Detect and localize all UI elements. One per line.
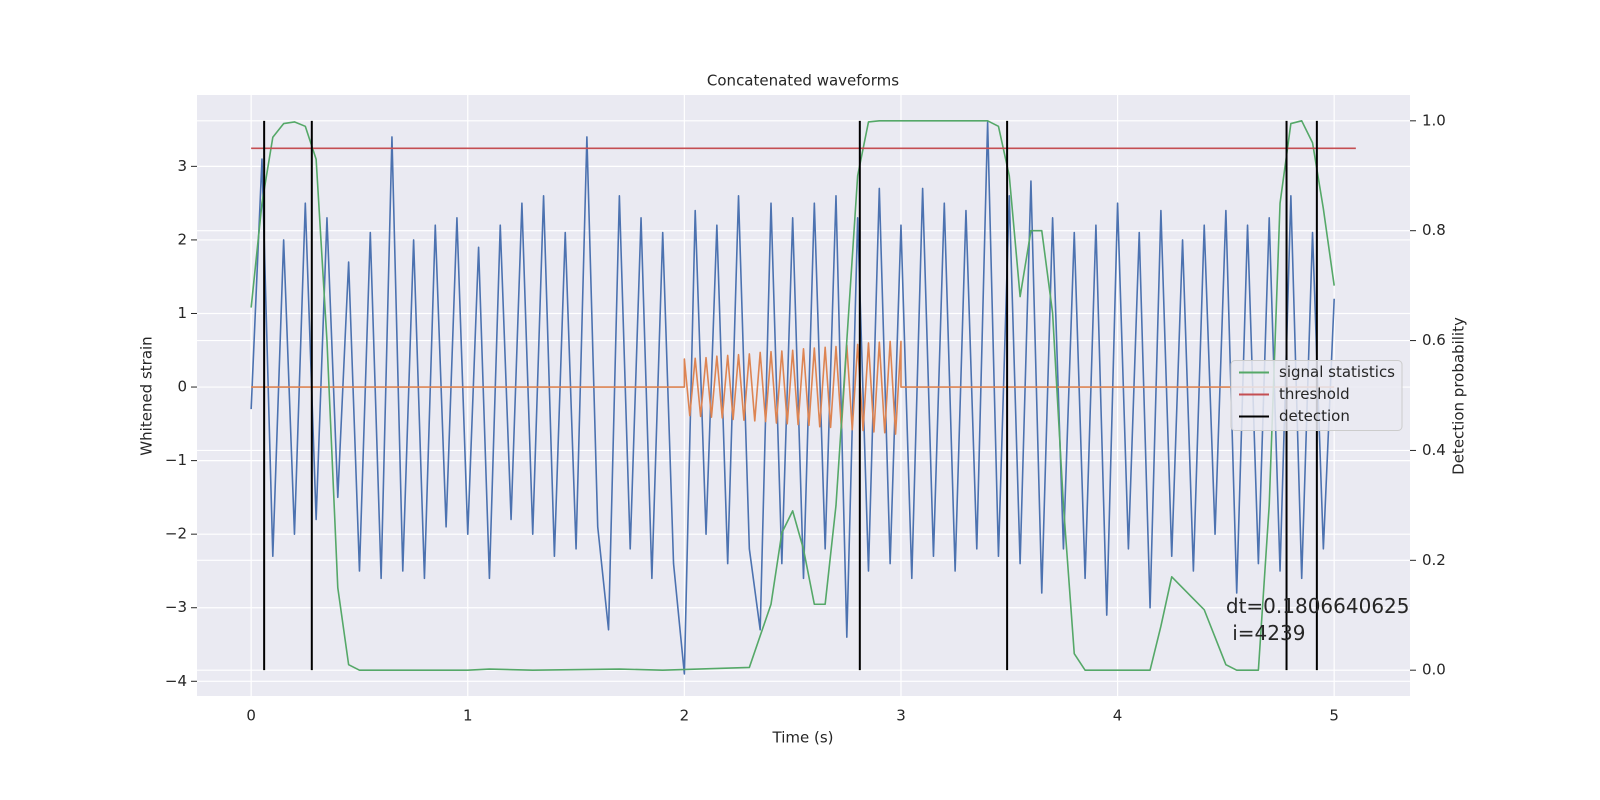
- series-line: [250, 121, 1335, 675]
- marks: [250, 120, 1356, 675]
- x-tick-label: 0: [246, 707, 256, 725]
- x-tick-label: 2: [680, 707, 690, 725]
- y2-tick-label: 0.6: [1422, 331, 1446, 349]
- y-tick-label: 0: [177, 378, 187, 396]
- y-tick-label: −3: [165, 598, 187, 616]
- annotation: dt=0.1806640625: [1226, 594, 1410, 618]
- x-tick-label: 4: [1113, 707, 1123, 725]
- series-line: [250, 120, 1335, 671]
- legend-box: [1230, 360, 1403, 431]
- legend-label: signal statistics: [1279, 363, 1395, 381]
- series-line: [251, 340, 1335, 435]
- chart-title: Concatenated waveforms: [707, 72, 899, 90]
- y-tick-label: 1: [177, 304, 187, 322]
- y2-tick-label: 1.0: [1422, 111, 1446, 129]
- y2-tick-label: 0.8: [1422, 221, 1446, 239]
- x-tick-label: 1: [463, 707, 473, 725]
- legend-label: threshold: [1279, 385, 1350, 403]
- y2-axis-label: Detection probability: [1450, 317, 1468, 475]
- y-tick-label: −4: [165, 672, 187, 690]
- y-axis-label: Whitened strain: [138, 336, 156, 455]
- y-tick-label: −1: [165, 451, 187, 469]
- x-tick-label: 3: [896, 707, 906, 725]
- x-axis-label: Time (s): [772, 729, 834, 747]
- x-tick-label: 5: [1329, 707, 1339, 725]
- y-tick-label: −2: [165, 525, 187, 543]
- y-tick-label: 2: [177, 230, 187, 248]
- y2-tick-label: 0.0: [1422, 661, 1446, 679]
- y2-tick-label: 0.4: [1422, 441, 1446, 459]
- y-tick-label: 3: [177, 157, 187, 175]
- annotation: i=4239: [1226, 621, 1306, 645]
- y2-tick-label: 0.2: [1422, 551, 1446, 569]
- legend-label: detection: [1279, 407, 1350, 425]
